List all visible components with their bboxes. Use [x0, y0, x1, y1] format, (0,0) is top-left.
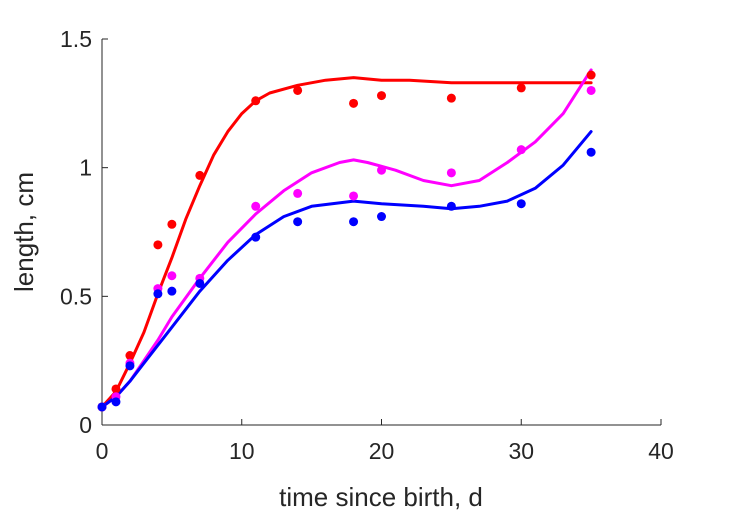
ticks: 0 10 20 30 40 0 0.5 1 1.5: [60, 26, 674, 464]
y-tick-label: 0.5: [60, 283, 92, 309]
data-point-series-2: [516, 145, 526, 155]
data-point-series-3: [516, 199, 526, 209]
data-point-series-2: [377, 165, 386, 175]
data-point-series-1: [446, 93, 456, 103]
data-point-series-3: [349, 217, 359, 227]
data-point-series-1: [377, 91, 386, 101]
x-tick-label: 20: [369, 438, 395, 464]
x-axis-title: time since birth, d: [279, 482, 483, 512]
x-tick-label: 0: [96, 438, 109, 464]
data-point-series-2: [349, 191, 359, 201]
y-axis-title: length, cm: [9, 172, 39, 292]
data-point-series-2: [251, 201, 261, 211]
data-point-series-3: [125, 361, 135, 371]
data-point-series-1: [516, 83, 526, 93]
x-tick-label: 40: [648, 438, 674, 464]
fit-line-series-2: [100, 68, 593, 409]
data-point-series-3: [97, 402, 107, 412]
data-point-series-1: [153, 240, 163, 250]
x-tick-label: 30: [508, 438, 534, 464]
data-point-series-3: [167, 286, 177, 296]
data-point-series-2: [446, 168, 456, 178]
y-tick-label: 1: [79, 155, 92, 181]
y-tick-label: 1.5: [60, 26, 92, 52]
data-point-series-3: [586, 147, 596, 157]
data-point-series-2: [293, 188, 303, 198]
fit-line-series-1: [100, 76, 593, 409]
data-points: [97, 70, 596, 412]
data-point-series-2: [586, 85, 596, 95]
fit-line-series-3: [100, 130, 593, 409]
data-point-series-1: [251, 96, 261, 106]
data-point-series-3: [195, 278, 205, 288]
data-point-series-1: [125, 351, 135, 361]
data-point-series-3: [293, 217, 303, 227]
x-tick-label: 10: [229, 438, 255, 464]
data-point-series-1: [586, 70, 596, 80]
data-point-series-3: [251, 232, 261, 242]
data-point-series-1: [349, 98, 359, 108]
data-point-series-1: [195, 170, 205, 180]
data-point-series-1: [167, 219, 177, 229]
y-tick-label: 0: [79, 412, 92, 438]
data-point-series-2: [167, 271, 177, 281]
data-point-series-1: [293, 85, 303, 95]
data-point-series-3: [377, 212, 386, 222]
data-point-series-3: [153, 289, 163, 299]
data-point-series-1: [111, 384, 121, 394]
fit-lines: [100, 68, 593, 409]
data-point-series-3: [446, 201, 456, 211]
data-point-series-3: [111, 397, 121, 407]
